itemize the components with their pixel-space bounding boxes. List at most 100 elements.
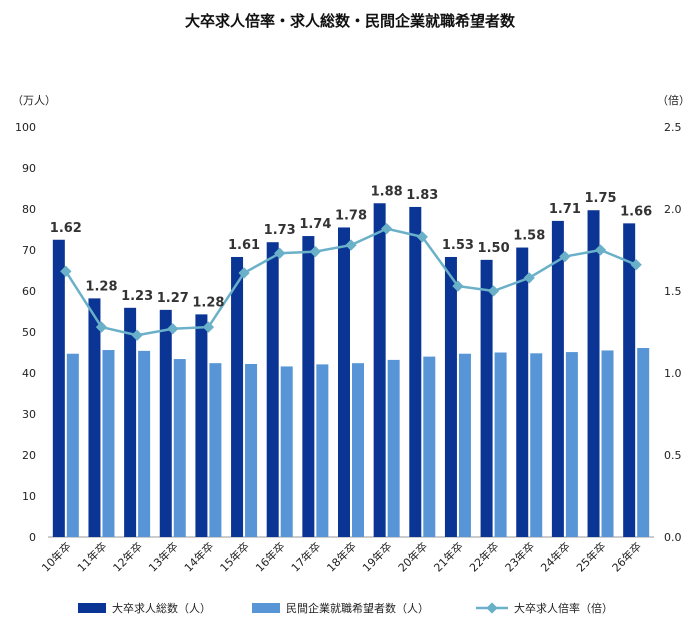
left-axis-tick: 0 bbox=[29, 531, 36, 544]
x-axis-tick-label: 14年卒 bbox=[181, 539, 216, 574]
ratio-point bbox=[630, 259, 642, 271]
left-axis-tick: 60 bbox=[22, 285, 36, 298]
ratio-point bbox=[60, 265, 72, 277]
right-axis-tick: 0.0 bbox=[664, 531, 682, 544]
bar-job-seekers bbox=[245, 363, 258, 537]
bar-recruit-total bbox=[195, 314, 208, 537]
ratio-point bbox=[238, 267, 250, 279]
ratio-data-label: 1.88 bbox=[371, 184, 403, 199]
x-axis-tick-label: 12年卒 bbox=[110, 539, 145, 574]
bar-recruit-total bbox=[88, 298, 101, 537]
ratio-data-label: 1.78 bbox=[335, 208, 367, 223]
bar-job-seekers bbox=[458, 353, 471, 537]
left-axis-tick: 90 bbox=[22, 162, 36, 175]
x-axis-tick-label: 22年卒 bbox=[466, 539, 501, 574]
ratio-data-label: 1.71 bbox=[549, 202, 581, 217]
bar-recruit-total bbox=[159, 309, 172, 537]
legend-label-ratio: 大卒求人倍率（倍） bbox=[514, 601, 613, 615]
legend-swatch-recruit-total bbox=[78, 603, 106, 613]
x-axis-tick-label: 17年卒 bbox=[288, 539, 323, 574]
ratio-point bbox=[309, 245, 322, 258]
ratio-point bbox=[345, 239, 357, 251]
bar-recruit-total bbox=[480, 259, 493, 537]
ratio-point bbox=[559, 250, 571, 263]
bar-job-seekers bbox=[352, 363, 364, 537]
bar-job-seekers bbox=[138, 350, 151, 537]
bar-recruit-total bbox=[551, 220, 564, 537]
right-axis-tick: 1.5 bbox=[664, 285, 682, 298]
x-axis-tick-label: 21年卒 bbox=[431, 539, 466, 574]
legend-swatch-job-seekers bbox=[252, 603, 280, 613]
left-axis-tick: 50 bbox=[22, 326, 36, 339]
x-axis-tick-label: 16年卒 bbox=[252, 539, 287, 574]
ratio-point bbox=[416, 231, 428, 243]
x-axis-tick-label: 10年卒 bbox=[39, 539, 74, 574]
ratio-data-label: 1.28 bbox=[192, 295, 224, 310]
bar-recruit-total bbox=[302, 236, 315, 537]
bar-job-seekers bbox=[565, 352, 578, 537]
ratio-data-label: 1.27 bbox=[157, 291, 189, 306]
ratio-data-label: 1.28 bbox=[85, 279, 117, 294]
right-axis-tick: 0.5 bbox=[664, 449, 682, 462]
bar-recruit-total bbox=[266, 242, 279, 537]
ratio-data-label: 1.66 bbox=[620, 204, 652, 219]
left-axis-tick: 10 bbox=[22, 490, 36, 503]
legend-label-job-seekers: 民間企業就職希望者数（人） bbox=[286, 601, 429, 615]
ratio-data-label: 1.53 bbox=[442, 238, 474, 253]
x-axis-tick-label: 25年卒 bbox=[573, 539, 608, 574]
bar-recruit-total bbox=[373, 203, 386, 537]
bar-job-seekers bbox=[173, 359, 186, 537]
left-axis-tick: 100 bbox=[15, 121, 36, 134]
x-axis-tick-label: 18年卒 bbox=[324, 539, 359, 574]
right-axis-unit: （倍） bbox=[657, 93, 690, 107]
bar-job-seekers bbox=[316, 364, 329, 537]
ratio-data-label: 1.62 bbox=[50, 221, 82, 236]
bar-job-seekers bbox=[423, 356, 436, 537]
x-axis-tick-label: 20年卒 bbox=[395, 539, 430, 574]
ratio-data-label: 1.75 bbox=[584, 191, 616, 206]
bar-recruit-total bbox=[623, 223, 636, 537]
left-axis-unit: （万人） bbox=[12, 94, 56, 107]
ratio-point bbox=[487, 285, 500, 297]
left-axis-tick: 20 bbox=[22, 449, 36, 462]
bar-job-seekers bbox=[209, 363, 222, 537]
bar-job-seekers bbox=[637, 347, 650, 537]
bar-recruit-total bbox=[124, 307, 137, 537]
legend-swatch-ratio-marker bbox=[486, 602, 498, 614]
ratio-point bbox=[452, 280, 464, 292]
bar-job-seekers bbox=[66, 353, 79, 537]
right-axis-tick: 2.5 bbox=[664, 121, 682, 134]
legend-label-recruit-total: 大卒求人総数（人） bbox=[112, 601, 211, 615]
bar-recruit-total bbox=[516, 247, 529, 538]
ratio-data-label: 1.73 bbox=[264, 223, 296, 238]
x-axis-tick-label: 15年卒 bbox=[217, 539, 252, 574]
bar-job-seekers bbox=[387, 359, 400, 537]
left-axis-tick: 80 bbox=[22, 203, 36, 216]
ratio-data-label: 1.23 bbox=[121, 289, 153, 304]
left-axis-tick: 40 bbox=[22, 367, 36, 380]
bar-job-seekers bbox=[102, 350, 115, 537]
ratio-point bbox=[131, 329, 143, 341]
ratio-point bbox=[380, 223, 393, 235]
ratio-point bbox=[523, 272, 535, 284]
ratio-data-label: 1.74 bbox=[299, 217, 331, 232]
bar-job-seekers bbox=[530, 353, 543, 537]
ratio-data-label: 1.83 bbox=[406, 188, 438, 203]
ratio-point bbox=[594, 244, 607, 256]
ratio-data-label: 1.50 bbox=[478, 241, 510, 256]
bar-job-seekers bbox=[601, 350, 614, 537]
chart-title: 大卒求人倍率・求人総数・民間企業就職希望者数 bbox=[184, 12, 515, 30]
x-axis-tick-label: 19年卒 bbox=[359, 539, 394, 574]
x-axis-tick-label: 26年卒 bbox=[609, 539, 644, 574]
x-axis-tick-label: 24年卒 bbox=[538, 539, 573, 574]
left-axis-tick: 30 bbox=[22, 408, 36, 421]
x-axis-tick-label: 13年卒 bbox=[146, 539, 181, 574]
bar-recruit-total bbox=[231, 256, 244, 537]
bar-recruit-total bbox=[52, 239, 65, 537]
ratio-point bbox=[202, 321, 215, 333]
ratio-point bbox=[274, 247, 286, 259]
bar-recruit-total bbox=[587, 210, 600, 538]
bar-recruit-total bbox=[409, 206, 422, 537]
